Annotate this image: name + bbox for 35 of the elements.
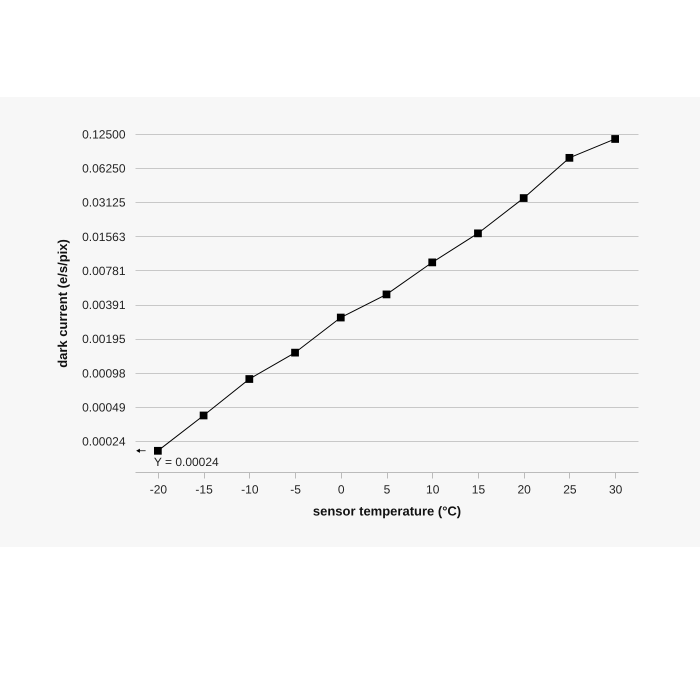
point [245,375,254,383]
y-axis-title: dark current (e/s/pix) [55,239,70,368]
point [200,412,208,420]
x-tick-label: -10 [241,482,259,496]
point [154,446,162,455]
y-tick-label: 0.00391 [82,298,126,312]
x-tick-label: 5 [384,482,391,496]
y-tick-label: 0.00049 [82,400,126,414]
y-tick-label: 0.00781 [82,264,126,278]
annotation: Y = 0.00024 [154,454,220,469]
x-tick-label: 30 [608,482,623,496]
y-tick-label: 0.03125 [82,196,126,210]
x-tick-label: -5 [290,482,302,496]
point [382,290,390,298]
y-tick-label: 0.01563 [82,230,126,244]
x-tick-label: -20 [150,482,168,496]
point [428,258,436,266]
point [520,194,528,202]
y-tick-label: 0.00098 [82,366,126,380]
x-tick-label: 0 [338,482,345,496]
point [474,229,482,238]
y-tick-label: 0.06250 [82,162,126,176]
point [566,154,574,162]
x-axis-title: sensor temperature (°C) [312,504,462,518]
y-tick-label: 0.00024 [82,434,126,448]
point [291,348,299,357]
x-tick-label: 15 [472,482,486,496]
y-tick-label: 0.12500 [82,128,126,142]
x-tick-label: 20 [518,482,532,496]
x-tick-label: 10 [426,482,440,496]
y-tick-label: 0.00195 [82,332,126,346]
point [336,314,345,322]
x-tick-label: 25 [563,482,577,496]
x-tick-label: -15 [195,482,214,496]
point [611,135,620,143]
